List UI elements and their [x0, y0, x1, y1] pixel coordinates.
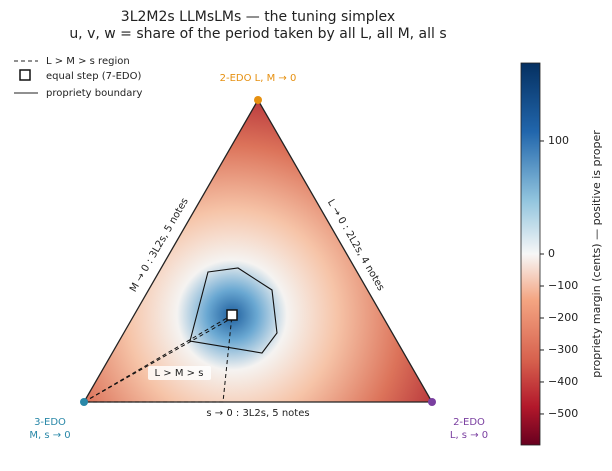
colorbar — [520, 62, 541, 446]
vertex-label: 2-EDO L, M → 0 — [220, 73, 297, 84]
region-outline — [83, 317, 233, 403]
colorbar-tick-label: −100 — [548, 279, 578, 292]
colorbar-tick-label: 100 — [548, 134, 569, 147]
label-box — [148, 366, 211, 380]
region-label: L > M > s — [155, 368, 204, 379]
legend-label: propriety boundary — [46, 88, 142, 99]
colorbar-tick-label: −200 — [548, 311, 578, 324]
colorbar-tick-label: −300 — [548, 343, 578, 356]
colorbar-tick-label: 0 — [548, 247, 555, 260]
legend-label: equal step (7-EDO) — [46, 71, 141, 82]
edge-label: s → 0 : 3L2s, 5 notes — [206, 408, 309, 419]
vertex-label: 3-EDO — [34, 417, 66, 428]
vertex-label: 2-EDO — [453, 417, 485, 428]
colorbar-tick-label: −400 — [548, 375, 578, 388]
colorbar-label: propriety margin (cents) — positive is p… — [590, 130, 603, 378]
legend-square — [19, 69, 31, 81]
propriety-boundary — [189, 267, 278, 354]
region-outline — [83, 314, 233, 403]
vertex-dot — [428, 398, 436, 406]
equal-step-point — [226, 309, 238, 321]
heatmap — [84, 100, 432, 402]
simplex-border — [82, 98, 434, 403]
vertex-dot — [254, 96, 262, 104]
vertex-dot — [80, 398, 88, 406]
chart-title: 3L2M2s LLMsLMs — the tuning simplex — [121, 9, 395, 25]
chart-subtitle: u, v, w = share of the period taken by a… — [69, 26, 446, 42]
vertex-label: M, s → 0 — [29, 430, 70, 441]
legend-label: L > M > s region — [46, 56, 130, 67]
colorbar-tick-label: −500 — [548, 407, 578, 420]
vertex-label: L, s → 0 — [450, 430, 488, 441]
